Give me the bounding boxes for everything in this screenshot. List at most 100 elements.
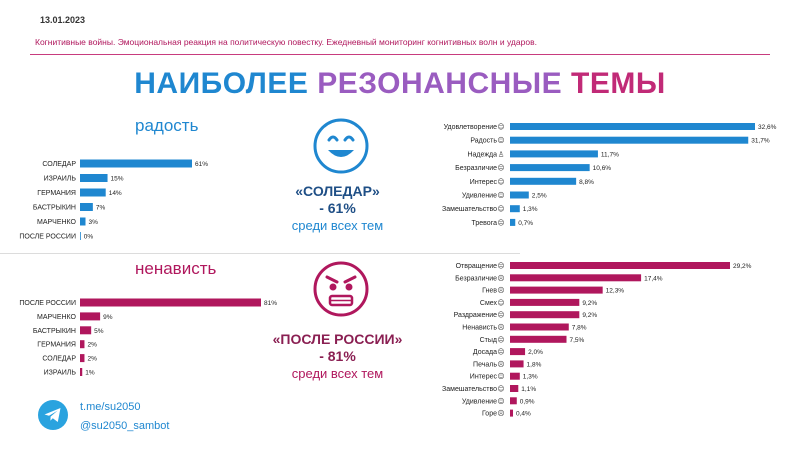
value-label: 31,7% xyxy=(751,138,770,145)
value-label: 1,1% xyxy=(521,386,536,393)
value-label: 10,6% xyxy=(593,165,612,172)
bar xyxy=(510,360,524,368)
bar xyxy=(510,409,514,417)
emotion-icon: ☺ xyxy=(497,205,504,213)
smiling-face-icon xyxy=(313,118,369,174)
value-label: 29,2% xyxy=(733,263,752,270)
joy-heading: радость xyxy=(135,116,199,135)
bar xyxy=(80,298,261,307)
emotion-icon: ☺ xyxy=(497,137,504,145)
value-label: 14% xyxy=(109,190,122,197)
value-label: 2,5% xyxy=(532,193,547,200)
value-label: 17,4% xyxy=(644,275,663,282)
category-label: Удовлетворение xyxy=(444,124,497,131)
telegram-icon[interactable] xyxy=(38,400,68,430)
bar xyxy=(80,312,101,321)
emotion-icon: ☹ xyxy=(497,274,504,282)
category-label: Интерес xyxy=(470,374,498,381)
category-label: Радость xyxy=(470,138,497,145)
value-label: 8,8% xyxy=(579,179,594,186)
report-date: 13.01.2023 xyxy=(40,15,86,25)
value-label: 7% xyxy=(96,205,106,212)
value-label: 2,0% xyxy=(528,349,543,356)
hate-callout-percent: - 81% xyxy=(319,348,356,364)
bar xyxy=(80,159,192,168)
category-label: Безразличие xyxy=(455,275,497,282)
joy-callout: «СОЛЕДАР» - 61% среди всех тем xyxy=(255,183,420,233)
emotion-icon: ☹ xyxy=(497,324,504,332)
value-label: 32,6% xyxy=(758,124,777,131)
category-label: Горе xyxy=(482,411,497,418)
value-label: 5% xyxy=(94,328,104,335)
bar xyxy=(80,217,86,226)
value-label: 0,9% xyxy=(520,398,535,405)
category-label: ИЗРАИЛЬ xyxy=(44,176,77,183)
category-label: Интерес xyxy=(470,179,498,186)
emotion-icon: ☹ xyxy=(497,262,504,270)
value-label: 3% xyxy=(89,219,99,226)
category-label: Замешательство xyxy=(442,206,497,213)
section-divider xyxy=(0,253,520,254)
joy-callout-description: среди всех тем xyxy=(291,218,384,233)
emotion-icon: ☹ xyxy=(497,164,504,172)
bar xyxy=(510,218,516,226)
telegram-bot-link[interactable]: @su2050_sambot xyxy=(80,420,170,432)
angry-face-icon xyxy=(313,261,369,317)
bar xyxy=(510,348,526,356)
bar xyxy=(80,354,85,363)
bar xyxy=(510,177,577,185)
emotion-icon: ☹ xyxy=(497,219,504,227)
emotion-icon: ☹ xyxy=(497,360,504,368)
value-label: 7,8% xyxy=(572,325,587,332)
bar xyxy=(510,136,749,144)
bar xyxy=(80,340,85,349)
hate-callout-description: среди всех тем xyxy=(291,366,384,381)
bar xyxy=(80,326,92,335)
emotion-icon: ☹ xyxy=(497,336,504,344)
bar xyxy=(80,174,108,182)
bar xyxy=(510,150,598,158)
bar xyxy=(80,188,106,197)
page-title: НАИБОЛЕЕ РЕЗОНАНСНЫЕ ТЕМЫ xyxy=(0,67,800,101)
chart-4: Отвращение ☹ 29,2%Безразличие ☹ 17,4%Гнев ☹ 12… xyxy=(442,262,752,418)
category-label: Гнев xyxy=(482,288,497,295)
category-label: ПОСЛЕ РОССИИ xyxy=(19,300,76,307)
category-label: Удивление xyxy=(462,398,497,405)
emotion-icon: ♙ xyxy=(498,150,504,158)
bar xyxy=(510,262,730,269)
emotion-icon: ☹ xyxy=(497,287,504,295)
joy-callout-percent: - 61% xyxy=(319,200,356,216)
value-label: 7,5% xyxy=(570,337,585,344)
value-label: 9,2% xyxy=(582,300,597,307)
category-label: Стыд xyxy=(480,337,497,344)
category-label: МАРЧЕНКО xyxy=(37,314,77,321)
category-label: МАРЧЕНКО xyxy=(37,219,77,226)
value-label: 1,8% xyxy=(527,361,542,368)
telegram-channel-link[interactable]: t.me/su2050 xyxy=(80,401,141,413)
emotion-icon: ☺ xyxy=(497,299,504,307)
bar xyxy=(80,203,93,211)
category-label: Замешательство xyxy=(442,386,497,393)
chart-1: СОЛЕДАР 61% ИЗРАИЛЬ 15% ГЕРМАНИЯ 14% БАСТРЫКИН… xyxy=(19,159,208,241)
bar xyxy=(510,335,567,343)
footer-links: t.me/su2050 @su2050_sambot xyxy=(80,398,169,436)
category-label: ИЗРАИЛЬ xyxy=(44,370,77,377)
value-label: 9% xyxy=(103,314,113,321)
emotion-icon: ☺ xyxy=(497,178,504,186)
category-label: Ненависть xyxy=(462,325,497,332)
emotion-icon: ☺ xyxy=(497,123,504,131)
bar xyxy=(510,311,580,319)
bar xyxy=(510,385,519,392)
category-label: СОЛЕДАР xyxy=(42,161,76,168)
value-label: 15% xyxy=(111,176,124,183)
category-label: Досада xyxy=(473,349,497,356)
hate-callout: «ПОСЛЕ РОССИИ» - 81% среди всех тем xyxy=(255,331,420,381)
bar xyxy=(510,298,580,306)
value-label: 9,2% xyxy=(582,312,597,319)
title-part-1: НАИБОЛЕЕ xyxy=(134,67,309,100)
value-label: 2% xyxy=(87,342,97,349)
value-label: 61% xyxy=(195,161,208,168)
header-divider xyxy=(30,54,770,55)
value-label: 11,7% xyxy=(601,151,619,158)
